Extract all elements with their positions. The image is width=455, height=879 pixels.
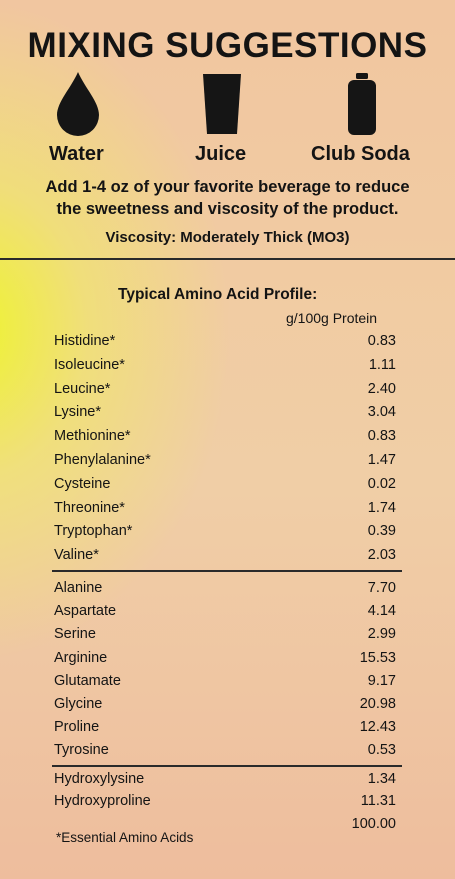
amino-acid-value: 12.43 xyxy=(359,719,396,736)
table-row: Proline 12.43 xyxy=(52,716,396,738)
amino-acid-name: Glycine xyxy=(54,696,103,712)
amino-acid-name: Aspartate xyxy=(54,603,117,620)
club-soda-can-icon xyxy=(348,73,376,135)
amino-acid-value: 0.39 xyxy=(367,523,396,540)
amino-acid-value: 0.53 xyxy=(367,742,396,759)
table-row: Cysteine 0.02 xyxy=(52,473,396,495)
amino-acid-value: 1.74 xyxy=(367,499,396,516)
mixing-instructions: Add 1-4 oz of your favorite beverage to … xyxy=(0,176,455,220)
table-row: Arginine 15.53 xyxy=(52,647,396,669)
amino-acid-name: Lysine* xyxy=(54,404,102,421)
table-row: Threonine* 1.74 xyxy=(52,497,396,519)
profile-title: Typical Amino Acid Profile: xyxy=(118,286,318,303)
instructions-line-1: Add 1-4 oz of your favorite beverage to … xyxy=(45,178,410,196)
amino-acid-name: Cysteine xyxy=(54,475,111,492)
table-row: Glutamate 9.17 xyxy=(52,670,396,692)
table-row: Hydroxylysine 1.34 xyxy=(52,768,396,790)
amino-acid-name: Hydroxylysine xyxy=(54,771,145,787)
amino-acid-value: 2.99 xyxy=(367,626,396,643)
water-drop-icon xyxy=(57,72,99,136)
amino-acid-name: Tyrosine xyxy=(54,742,109,759)
amino-acid-name: Arginine xyxy=(54,649,108,666)
amino-acid-value: 11.31 xyxy=(360,792,396,809)
group-divider xyxy=(52,570,402,572)
table-row: Glycine 20.98 xyxy=(52,693,396,715)
amino-acid-name: Hydroxyproline xyxy=(54,792,151,809)
amino-acid-name: Glutamate xyxy=(54,672,121,689)
amino-acid-value: 3.04 xyxy=(367,404,396,421)
amino-acid-name: Phenylalanine* xyxy=(54,452,151,468)
amino-acid-name: Alanine xyxy=(54,580,103,596)
amino-acid-value: 2.03 xyxy=(367,547,396,564)
total-value: 100.00 xyxy=(351,816,396,832)
water-label: Water xyxy=(49,143,104,165)
amino-acid-name: Leucine* xyxy=(54,380,111,397)
juice-cup-icon xyxy=(203,74,241,134)
amino-acid-name: Histidine* xyxy=(54,333,116,349)
instructions-line-2: the sweetness and viscosity of the produ… xyxy=(56,200,399,218)
amino-acid-value: 9.17 xyxy=(367,672,396,689)
table-row: Aspartate 4.14 xyxy=(52,600,396,622)
section-title: MIXING SUGGESTIONS xyxy=(27,26,428,65)
amino-acid-value: 0.83 xyxy=(367,428,396,445)
amino-acid-value: 1.47 xyxy=(367,452,396,468)
table-row: Alanine 7.70 xyxy=(52,577,396,599)
juice-label: Juice xyxy=(195,143,247,165)
table-row: Methionine* 0.83 xyxy=(52,425,396,447)
table-row: Isoleucine* 1.11 xyxy=(52,354,396,376)
amino-acid-value: 20.98 xyxy=(359,696,396,712)
group-divider xyxy=(52,765,402,767)
table-row: Tryptophan* 0.39 xyxy=(52,520,396,542)
amino-acid-name: Methionine* xyxy=(54,428,131,445)
section-divider xyxy=(0,258,455,260)
table-row: Histidine* 0.83 xyxy=(52,330,396,352)
amino-acid-value: 0.02 xyxy=(367,475,396,492)
amino-acid-name: Serine xyxy=(54,626,96,643)
amino-acid-name: Isoleucine* xyxy=(54,356,125,373)
table-row: Hydroxyproline 11.31 xyxy=(52,790,396,812)
amino-acid-name: Threonine* xyxy=(54,499,125,516)
amino-acid-value: 4.14 xyxy=(367,603,396,620)
table-row: Leucine* 2.40 xyxy=(52,378,396,400)
amino-acid-name: Valine* xyxy=(54,547,99,564)
amino-acid-name: Proline xyxy=(54,719,100,736)
table-row: Phenylalanine* 1.47 xyxy=(52,449,396,471)
mixing-icons: Water Juice Club Soda xyxy=(0,70,455,170)
amino-acid-value: 1.34 xyxy=(367,771,396,787)
table-row: Serine 2.99 xyxy=(52,623,396,645)
amino-acid-value: 2.40 xyxy=(367,380,396,397)
table-row: Valine* 2.03 xyxy=(52,544,396,566)
unit-header: g/100g Protein xyxy=(286,310,378,326)
footnote: *Essential Amino Acids xyxy=(56,830,194,845)
amino-acid-name: Tryptophan* xyxy=(54,523,133,540)
table-row: Lysine* 3.04 xyxy=(52,401,396,423)
viscosity-note: Viscosity: Moderately Thick (MO3) xyxy=(105,229,350,246)
table-row: Tyrosine 0.53 xyxy=(52,739,396,761)
amino-acid-value: 0.83 xyxy=(367,333,396,349)
club-soda-label: Club Soda xyxy=(311,143,410,165)
amino-acid-value: 15.53 xyxy=(359,649,396,666)
amino-acid-value: 1.11 xyxy=(368,356,396,373)
amino-acid-value: 7.70 xyxy=(367,580,396,596)
